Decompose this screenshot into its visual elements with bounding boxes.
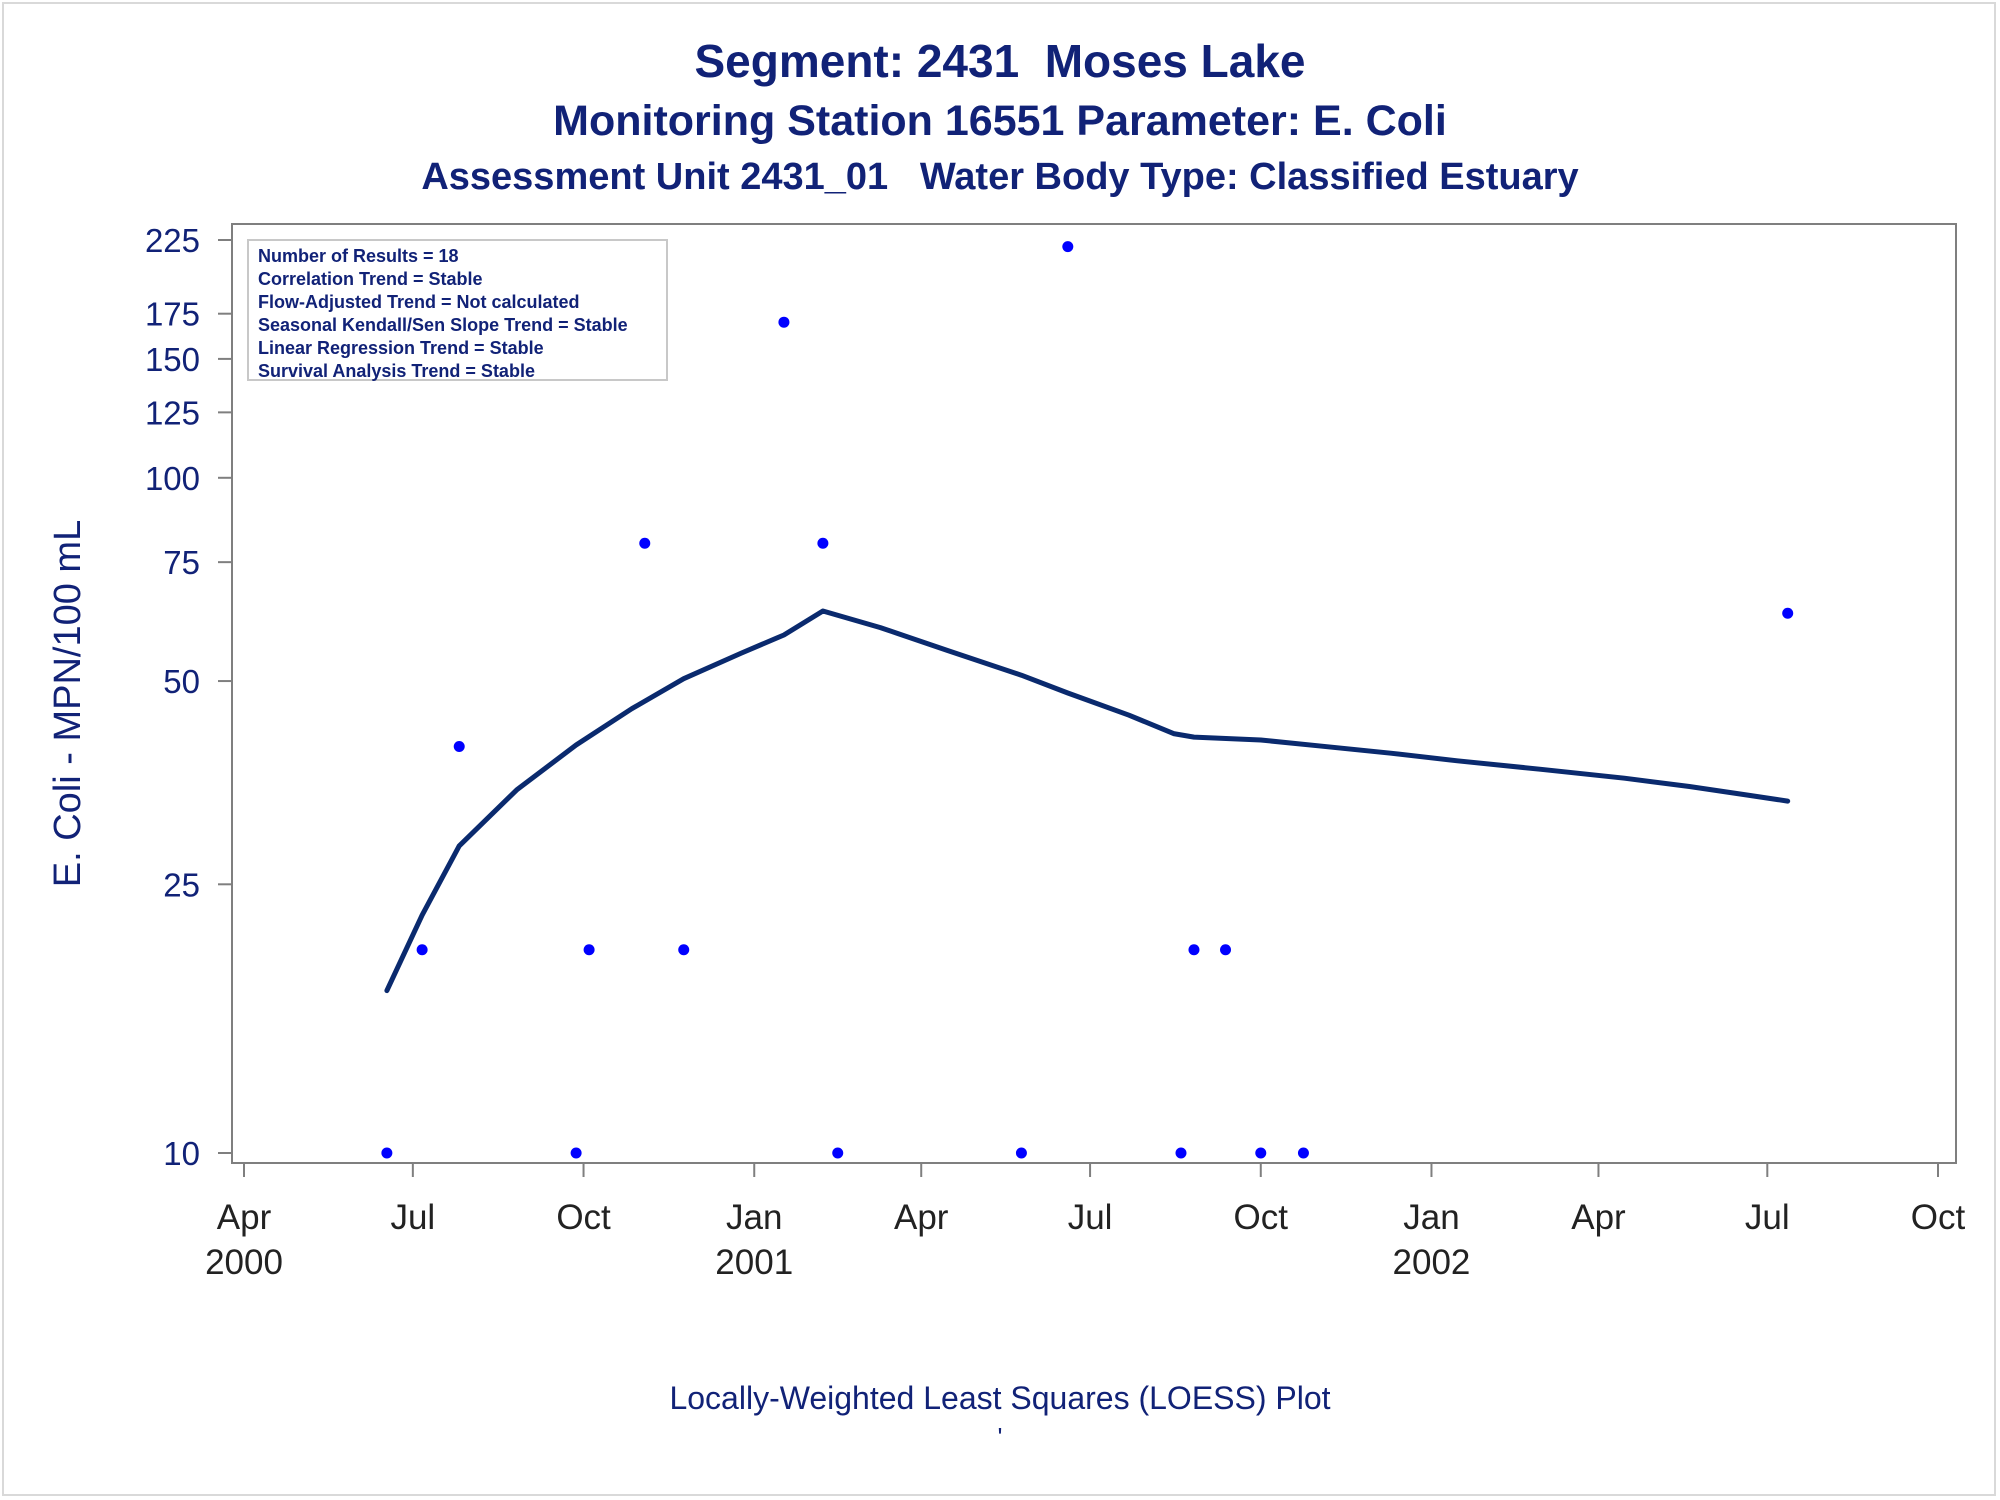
info-results-count: Number of Results = 18 [258, 246, 459, 266]
data-point [778, 316, 790, 328]
loess-line [384, 608, 1791, 994]
info-seasonal-kendall-trend: Seasonal Kendall/Sen Slope Trend = Stabl… [258, 315, 628, 335]
x-tick-year-label: 2001 [715, 1243, 793, 1282]
x-tick-label: Oct [1234, 1198, 1289, 1237]
data-point [1297, 1147, 1309, 1159]
data-point [817, 537, 829, 549]
data-point [1255, 1147, 1267, 1159]
data-point [570, 1147, 582, 1159]
y-tick-label: 150 [145, 341, 200, 378]
x-tick-year-label: 2000 [205, 1243, 283, 1282]
data-point [639, 537, 651, 549]
x-tick-label: Apr [1571, 1198, 1626, 1237]
x-tick-year-label: 2002 [1393, 1243, 1471, 1282]
data-point [381, 1147, 393, 1159]
info-linear-regression-trend: Linear Regression Trend = Stable [258, 338, 544, 358]
x-tick-label: Jul [1745, 1198, 1790, 1237]
data-point [1782, 607, 1794, 619]
y-tick-label: 100 [145, 460, 200, 497]
trend-info-box: Number of Results = 18 Correlation Trend… [247, 239, 668, 381]
data-point [678, 944, 690, 956]
y-tick-label: 225 [145, 222, 200, 259]
x-tick-label: Apr [217, 1198, 272, 1237]
y-tick-label: 175 [145, 296, 200, 333]
data-point [1062, 241, 1074, 253]
x-tick-label: Jan [1403, 1198, 1459, 1237]
y-tick-label: 10 [163, 1135, 200, 1172]
x-tick-label: Oct [556, 1198, 611, 1237]
info-flow-adjusted-trend: Flow-Adjusted Trend = Not calculated [258, 292, 580, 312]
chart-title: Segment: 2431 Moses Lake [694, 35, 1306, 87]
x-tick-label: Apr [894, 1198, 949, 1237]
y-tick-label: 75 [163, 544, 200, 581]
x-tick-label: Oct [1911, 1198, 1966, 1237]
y-axis-label: E. Coli - MPN/100 mL [47, 520, 89, 887]
y-tick-label: 50 [163, 663, 200, 700]
data-point [416, 944, 428, 956]
plot-area-border [231, 223, 1957, 1164]
y-tick-label: 25 [163, 866, 200, 903]
data-point [1015, 1147, 1027, 1159]
chart-subtitle-assessment: Assessment Unit 2431_01 Water Body Type:… [421, 156, 1579, 198]
footnote-mark: ' [997, 1422, 1003, 1452]
info-survival-analysis-trend: Survival Analysis Trend = Stable [258, 361, 535, 381]
plot-type-footnote: Locally-Weighted Least Squares (LOESS) P… [669, 1380, 1331, 1416]
data-point [1220, 944, 1232, 956]
chart-subtitle-station: Monitoring Station 16551 Parameter: E. C… [553, 97, 1447, 145]
x-tick-label: Jan [726, 1198, 782, 1237]
data-point [583, 944, 595, 956]
data-point [453, 740, 465, 752]
data-point [1175, 1147, 1187, 1159]
data-point [1188, 944, 1200, 956]
x-tick-label: Jul [390, 1198, 435, 1237]
y-tick-label: 125 [145, 394, 200, 431]
data-point [832, 1147, 844, 1159]
x-tick-label: Jul [1068, 1198, 1113, 1237]
info-correlation-trend: Correlation Trend = Stable [258, 269, 483, 289]
